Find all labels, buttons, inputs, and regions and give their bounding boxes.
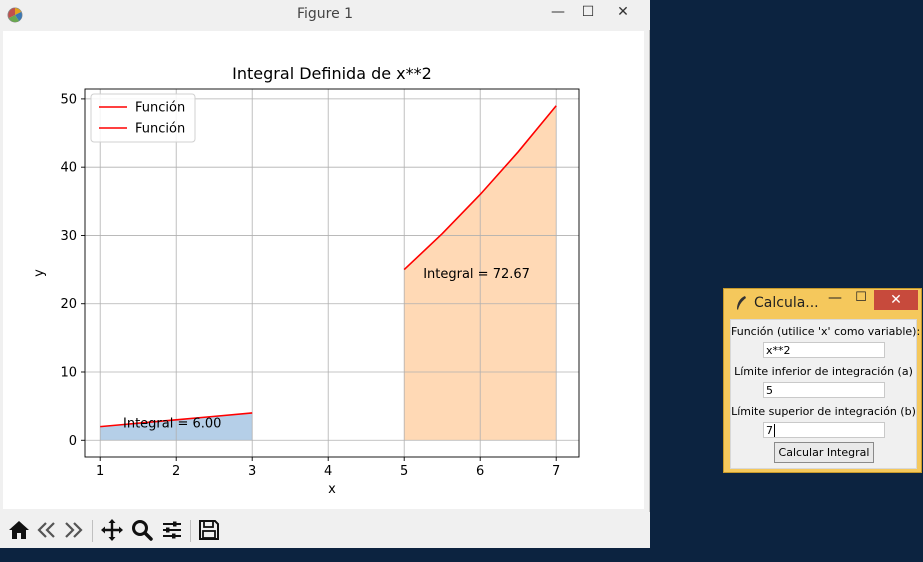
calc-maximize-button[interactable]: ☐: [855, 290, 867, 305]
pan-icon[interactable]: [100, 518, 124, 542]
calculator-title: Calcula...: [754, 295, 819, 311]
maximize-button[interactable]: ☐: [581, 4, 595, 20]
feather-icon: [737, 296, 746, 310]
minimize-button[interactable]: —: [551, 4, 565, 20]
text-cursor: [774, 424, 775, 437]
x-tick-label: 2: [172, 464, 180, 479]
toolbar-separator: [190, 520, 191, 542]
integral-annotation: Integral = 72.67: [423, 267, 530, 282]
calc-close-button[interactable]: ✕: [874, 290, 918, 310]
navigation-toolbar: [0, 512, 650, 548]
upper-limit-label: Límite superior de integración (b): [731, 405, 916, 418]
calculator-window: Calcula... — ☐ ✕ Función (utilice 'x' co…: [723, 288, 922, 473]
upper-limit-input[interactable]: 7: [763, 422, 885, 438]
y-axis-label: y: [32, 269, 47, 277]
x-tick-label: 1: [96, 464, 104, 479]
calculate-integral-button[interactable]: Calcular Integral: [774, 442, 874, 463]
function-label: Función (utilice 'x' como variable):: [731, 325, 921, 338]
figure-titlebar[interactable]: Figure 1 — ☐ ✕: [0, 0, 650, 30]
y-tick-label: 30: [60, 229, 77, 244]
plot-frame: [84, 88, 580, 458]
calc-minimize-button[interactable]: —: [828, 290, 842, 306]
upper-limit-value: 7: [766, 424, 773, 437]
calculator-form: Función (utilice 'x' como variable): x**…: [730, 319, 921, 469]
figure-canvas[interactable]: 1 2 3 4 5 6 7 0 10 20 30 40 50 Integral Definida de x…: [3, 31, 644, 509]
x-tick-label: 4: [324, 464, 332, 479]
function-input[interactable]: x**2: [763, 342, 885, 358]
legend-label: Función: [135, 122, 185, 137]
toolbar-separator: [92, 520, 93, 542]
lower-limit-input[interactable]: 5: [763, 382, 885, 398]
forward-icon[interactable]: [61, 518, 85, 542]
x-tick-label: 7: [552, 464, 560, 479]
close-button[interactable]: ✕: [617, 4, 629, 20]
calculator-titlebar[interactable]: Calcula... — ☐ ✕: [724, 289, 921, 317]
configure-icon[interactable]: [160, 518, 184, 542]
lower-limit-label: Límite inferior de integración (a): [734, 365, 913, 378]
y-tick-label: 40: [60, 161, 77, 176]
home-icon[interactable]: [7, 518, 31, 542]
x-axis-label: x: [328, 482, 336, 497]
legend-box: [90, 93, 196, 143]
legend-label: Función: [135, 101, 185, 116]
matplotlib-icon: [7, 7, 23, 23]
back-icon[interactable]: [35, 518, 59, 542]
x-tick-label: 6: [476, 464, 484, 479]
function-line-1: [100, 412, 253, 428]
integral-annotation: Integral = 6.00: [123, 417, 221, 432]
figure-title: Figure 1: [296, 6, 354, 22]
save-icon[interactable]: [197, 518, 221, 542]
x-tick-label: 3: [248, 464, 256, 479]
zoom-icon[interactable]: [130, 518, 154, 542]
x-tick-label: 5: [400, 464, 408, 479]
figure-window: Figure 1 — ☐ ✕ 1 2 3 4 5 6 7 0 10 20 30 40 50 Integra…: [0, 0, 650, 548]
function-line-2: [403, 105, 557, 271]
y-tick-label: 10: [60, 365, 77, 380]
chart[interactable]: 1 2 3 4 5 6 7 0 10 20 30 40 50 Integral Definida de x…: [3, 31, 644, 509]
y-tick-label: 50: [60, 92, 77, 107]
console-background: [650, 0, 923, 562]
y-tick-label: 20: [60, 297, 77, 312]
y-tick-label: 0: [69, 434, 77, 449]
chart-title: Integral Definida de x**2: [232, 64, 432, 83]
